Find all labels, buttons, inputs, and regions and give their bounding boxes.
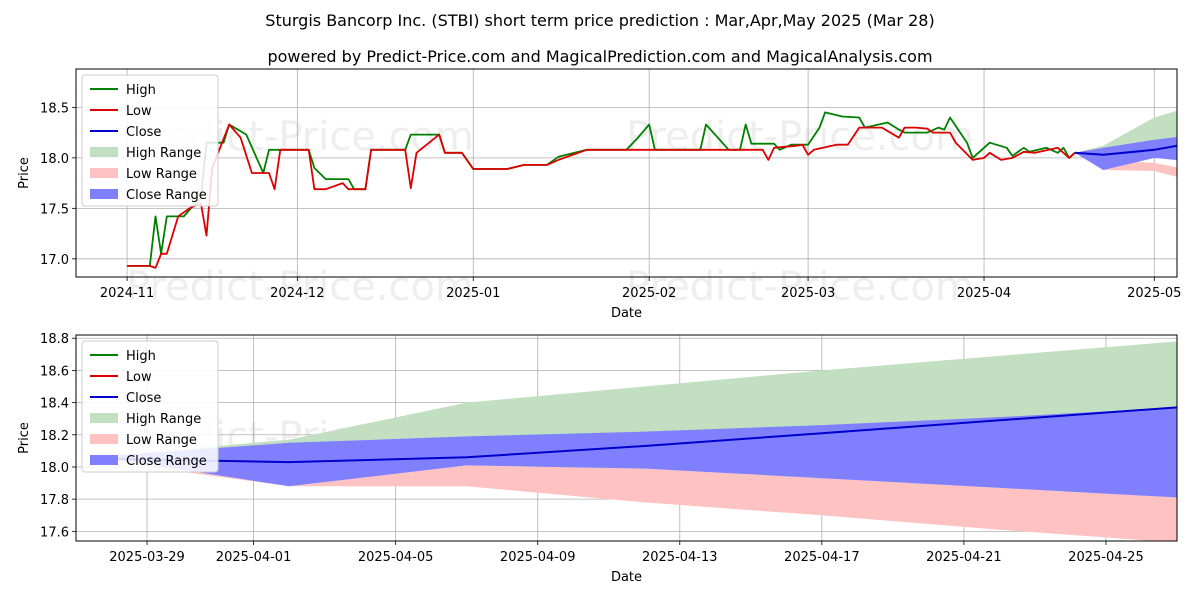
watermark-text: Predict-Price.com: [126, 264, 474, 310]
axes-frame: [75, 68, 1178, 278]
plot-area: [127, 110, 1177, 269]
x-tick-label: 2025-04-17: [784, 550, 860, 565]
high-range-band: [111, 341, 1177, 463]
axes-frame: [75, 334, 1178, 542]
x-tick-label: 2025-03-29: [109, 550, 185, 565]
low-line: [127, 123, 1076, 269]
low-range-band: [1074, 152, 1177, 177]
bottom-panel: Predict-Price.comPredict-Price.com2025-0…: [17, 332, 1178, 585]
watermark-text: Predict-Price.com: [626, 114, 974, 160]
y-tick-label: 18.8: [40, 332, 69, 347]
x-tick-label: 2024-11: [100, 286, 154, 301]
close-line: [111, 406, 1177, 464]
top-panel: Predict-Price.com Predict-Price.com Predic…: [17, 68, 1181, 321]
y-tick-label: 18.2: [40, 429, 69, 444]
close-line: [1074, 144, 1177, 156]
y-tick-label: 18.5: [40, 101, 69, 116]
y-axis-label: Price: [17, 422, 32, 454]
x-tick-label: 2025-04: [957, 286, 1011, 301]
legend-swatch: [90, 189, 118, 199]
legend-label: High: [126, 83, 156, 98]
x-tick-label: 2025-04-05: [358, 550, 434, 565]
legend-swatch: [90, 455, 118, 465]
legend-label: Close: [126, 125, 161, 140]
low-range-band: [111, 458, 1177, 541]
legend-swatch: [90, 168, 118, 178]
legend: High Low Close High Range Low Range Close Ran…: [81, 74, 219, 207]
chart-subtitle: powered by Predict-Price.com and Magical…: [267, 47, 932, 66]
x-tick-label: 2025-04-21: [926, 550, 1002, 565]
y-tick-label: 17.0: [40, 253, 69, 268]
legend: High Low Close High Range Low Range Close Ran…: [81, 340, 219, 473]
close-range-band: [111, 407, 1177, 498]
legend-label: High Range: [126, 146, 201, 161]
x-tick-label: 2025-04-13: [642, 550, 718, 565]
legend-label: Close: [126, 391, 161, 406]
x-tick-label: 2025-03: [781, 286, 835, 301]
x-tick-label: 2025-05: [1127, 286, 1181, 301]
legend-swatch: [90, 434, 118, 444]
plot-area: [111, 341, 1177, 541]
y-tick-label: 18.6: [40, 364, 69, 379]
y-tick-label: 18.0: [40, 152, 69, 167]
x-tick-label: 2025-02: [622, 286, 676, 301]
legend-label: Low Range: [126, 167, 197, 182]
x-tick-label: 2025-04-25: [1068, 550, 1144, 565]
high-line: [127, 111, 1076, 267]
y-tick-label: 18.0: [40, 461, 69, 476]
legend-label: High: [126, 349, 156, 364]
x-tick-label: 2025-04-01: [216, 550, 292, 565]
x-axis-label: Date: [611, 306, 642, 321]
y-axis-label: Price: [17, 157, 32, 189]
legend-label: Close Range: [126, 188, 207, 203]
legend-label: Low Range: [126, 433, 197, 448]
x-axis-label: Date: [611, 570, 642, 585]
legend-swatch: [90, 147, 118, 157]
legend-swatch: [90, 413, 118, 423]
x-tick-label: 2025-01: [446, 286, 500, 301]
legend-label: Close Range: [126, 454, 207, 469]
y-tick-label: 17.8: [40, 493, 69, 508]
y-tick-label: 17.5: [40, 202, 69, 217]
legend-label: Low: [126, 370, 152, 385]
legend-label: High Range: [126, 412, 201, 427]
watermark-text: Predict-Price.com: [626, 264, 974, 310]
chart-title: Sturgis Bancorp Inc. (STBI) short term p…: [265, 11, 934, 30]
x-tick-label: 2024-12: [270, 286, 324, 301]
legend-label: Low: [126, 104, 152, 119]
x-tick-label: 2025-04-09: [500, 550, 576, 565]
y-tick-label: 17.6: [40, 525, 69, 540]
y-tick-label: 18.4: [40, 397, 69, 412]
